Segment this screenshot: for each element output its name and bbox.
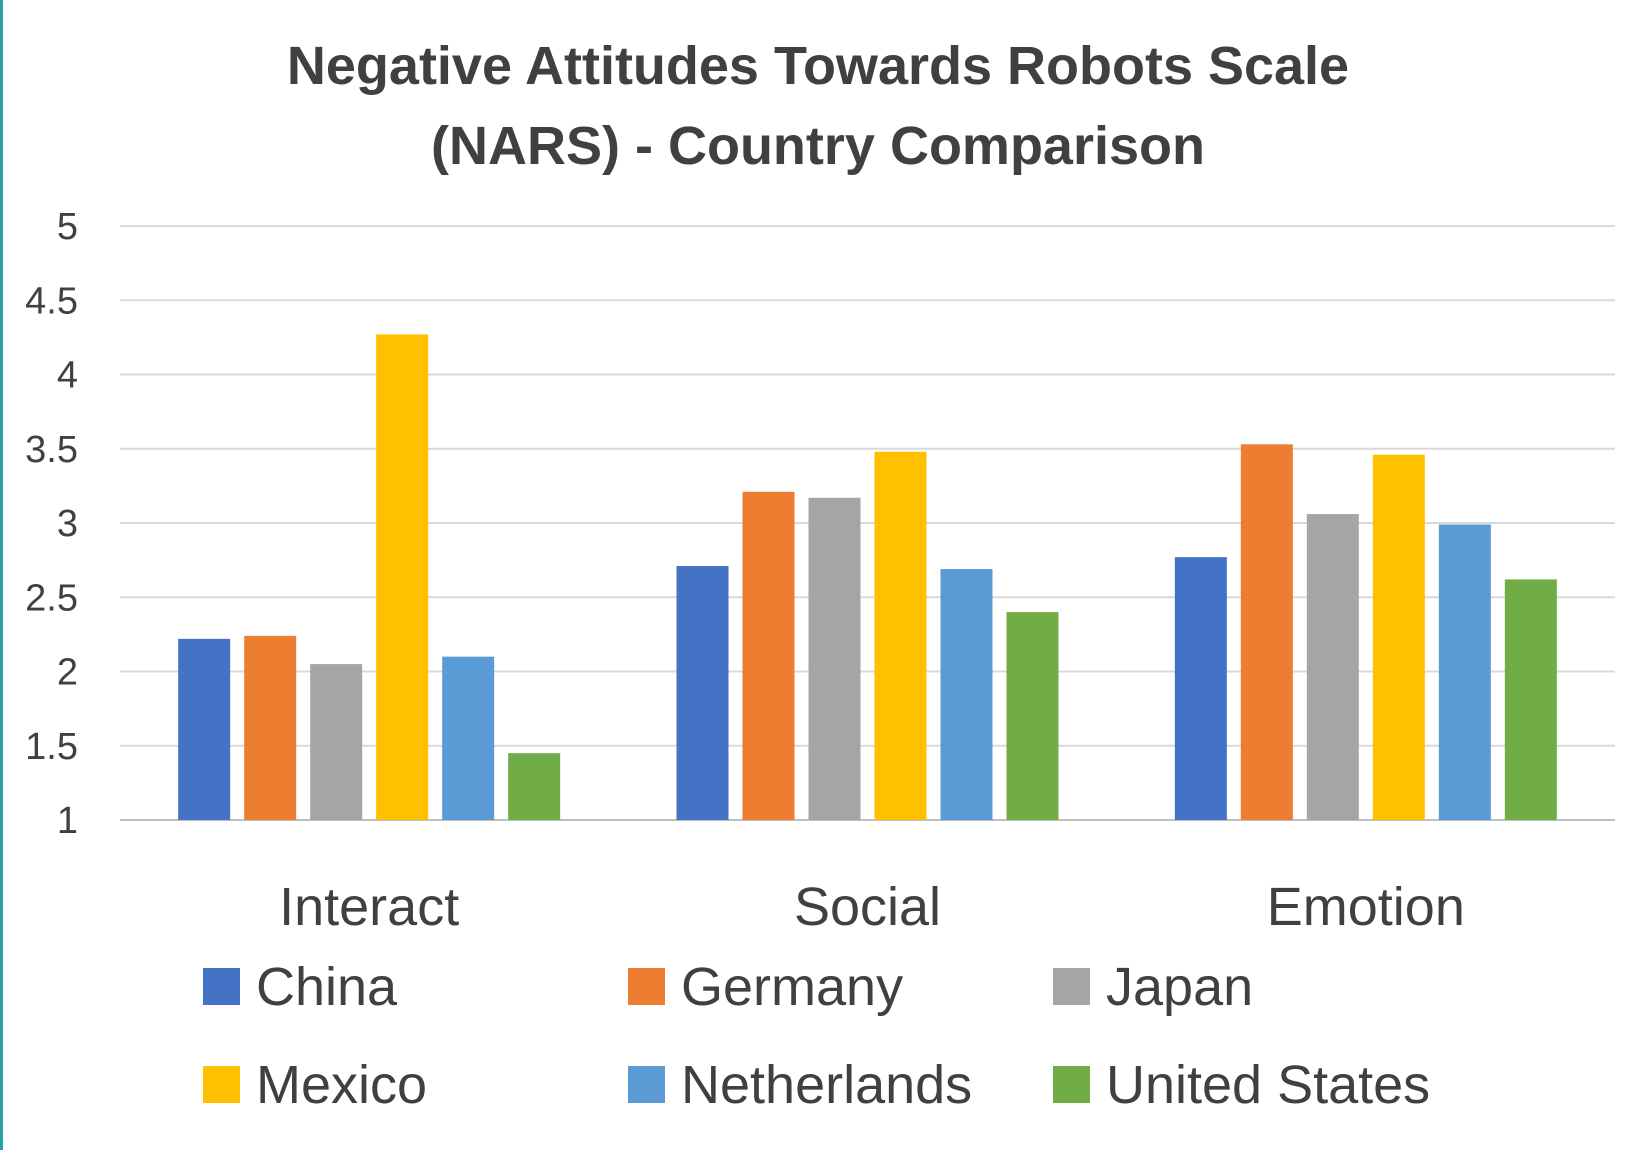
legend: China Germany Japan Mexico Netherlands United… [203, 957, 1430, 1115]
y-axis-ticks: 1 1.5 2 2.5 3 3.5 4 4.5 5 [25, 206, 78, 842]
y-tick-label: 3 [57, 503, 78, 545]
y-tick-label: 5 [57, 206, 78, 248]
gridlines [120, 225, 1615, 821]
x-category-label: Social [794, 877, 941, 937]
legend-swatch [203, 968, 240, 1005]
bar-social-japan [808, 497, 861, 820]
bar-interact-china [178, 638, 231, 820]
y-tick-label: 4 [57, 355, 78, 397]
bar-social-china [676, 566, 729, 820]
bar-social-united-states [1006, 612, 1059, 820]
y-tick-label: 1.5 [25, 726, 78, 768]
legend-swatch [628, 968, 665, 1005]
y-tick-label: 2.5 [25, 577, 78, 619]
y-tick-label: 3.5 [25, 429, 78, 471]
legend-item: Mexico [203, 1055, 427, 1115]
bar-interact-mexico [376, 334, 429, 820]
legend-label: United States [1106, 1055, 1430, 1115]
bar-interact-germany [244, 635, 297, 820]
left-edge-strip [0, 0, 3, 1150]
legend-item: Japan [1053, 957, 1253, 1017]
legend-label: Mexico [256, 1055, 427, 1115]
bar-interact-japan [310, 664, 363, 820]
legend-label: Japan [1106, 957, 1253, 1017]
bar-interact-united-states [508, 753, 561, 820]
legend-swatch [1053, 968, 1090, 1005]
legend-item: Germany [628, 957, 903, 1017]
legend-swatch [628, 1066, 665, 1103]
bar-emotion-japan [1306, 514, 1359, 820]
bar-emotion-mexico [1372, 454, 1425, 820]
legend-item: Netherlands [628, 1055, 972, 1115]
legend-swatch [203, 1066, 240, 1103]
legend-label: Netherlands [681, 1055, 972, 1115]
bar-social-mexico [874, 451, 927, 820]
bar-emotion-germany [1240, 444, 1293, 820]
bar-interact-netherlands [442, 656, 495, 820]
y-tick-label: 1 [57, 800, 78, 842]
y-tick-label: 4.5 [25, 280, 78, 322]
bars [178, 334, 1557, 820]
bar-emotion-united-states [1504, 579, 1557, 820]
bar-emotion-china [1174, 557, 1227, 820]
bar-social-germany [742, 491, 795, 820]
legend-item: China [203, 957, 398, 1017]
x-category-label: Emotion [1267, 877, 1465, 937]
chart-title-line-1: Negative Attitudes Towards Robots Scale [287, 36, 1349, 96]
legend-swatch [1053, 1066, 1090, 1103]
bar-emotion-netherlands [1438, 524, 1491, 820]
y-tick-label: 2 [57, 652, 78, 694]
legend-label: China [256, 957, 398, 1017]
legend-item: United States [1053, 1055, 1430, 1115]
x-category-label: Interact [279, 877, 459, 937]
x-axis-categories: Interact Social Emotion [279, 877, 1465, 937]
legend-label: Germany [681, 957, 903, 1017]
bar-social-netherlands [940, 569, 993, 820]
chart-title-line-2: (NARS) - Country Comparison [431, 116, 1205, 176]
